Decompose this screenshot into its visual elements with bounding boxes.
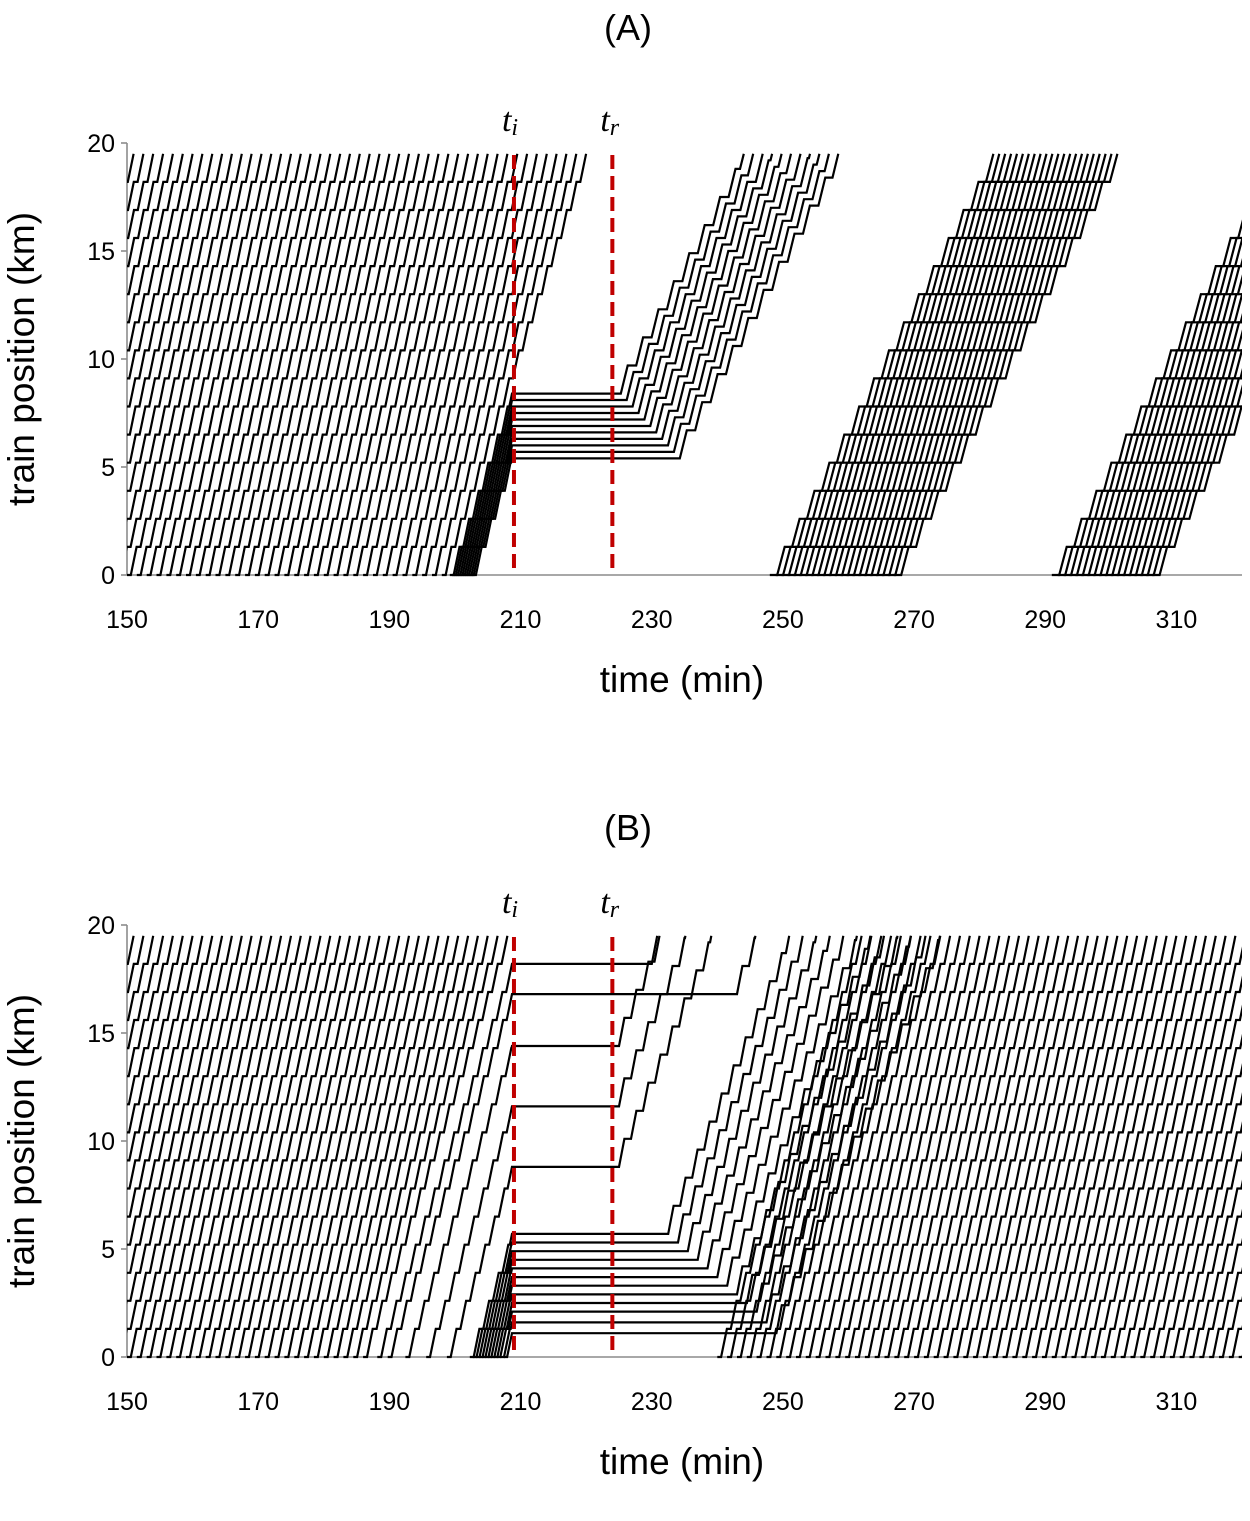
x-tick-label: 230 [631,1388,673,1416]
train-trajectory [432,154,576,575]
y-tick-label: 0 [101,562,115,590]
chart-svg-b: (B) 0 5 10 15 20 150 170 190 210 230 250 270 290 310 ti… [0,781,1250,1489]
stopped-train-trajectory [457,154,773,575]
chart-panel-b: (B) 0 5 10 15 20 150 170 190 210 230 250 270 290 310 ti… [0,781,1250,1521]
y-tick-label: 15 [87,238,115,266]
y-tick-label: 5 [101,1236,115,1264]
x-tick-label: 170 [237,606,279,634]
train-trajectory [1111,936,1250,1357]
event-marker-label: ti [502,102,518,141]
y-tick-label: 15 [87,1020,115,1048]
platoon-train-trajectory [770,154,994,575]
x-tick-label: 170 [237,1388,279,1416]
x-tick-label: 290 [1024,606,1066,634]
x-tick-label: 310 [1156,606,1198,634]
panel-label: (A) [604,7,652,48]
y-tick-label: 0 [101,1344,115,1372]
y-axis-title: train position (km) [1,994,42,1288]
event-marker-label: tr [600,884,619,923]
trajectories [0,936,1250,1357]
chart-panel-a: (A) 0 5 10 15 20 150 170 190 210 230 250 270 290 310 ti… [0,0,1250,740]
train-trajectory [1190,936,1250,1357]
x-tick-label: 210 [500,606,542,634]
train-trajectory [363,936,507,1357]
x-axis-title: time (min) [600,1441,764,1482]
train-trajectory [442,154,586,575]
x-tick-label: 250 [762,606,804,634]
train-trajectory [343,936,487,1357]
event-marker-label: tr [600,102,619,141]
chart-svg-a: (A) 0 5 10 15 20 150 170 190 210 230 250 270 290 310 ti… [0,0,1250,740]
y-tick-label: 5 [101,454,115,482]
train-trajectory [1170,936,1250,1357]
train-trajectory [1239,936,1250,1357]
panel-label: (B) [604,807,652,848]
y-tick-label: 20 [87,912,115,940]
train-trajectory [353,936,497,1357]
trajectories [0,154,1250,575]
train-trajectory [1131,936,1250,1357]
x-tick-label: 290 [1024,1388,1066,1416]
x-tick-label: 270 [893,1388,935,1416]
x-tick-label: 270 [893,606,935,634]
x-tick-label: 190 [368,1388,410,1416]
train-trajectory [324,936,468,1357]
event-marker-label: ti [502,884,518,923]
x-tick-label: 230 [631,606,673,634]
train-trajectory [334,936,478,1357]
x-axis-title: time (min) [600,659,764,700]
x-tick-label: 190 [368,606,410,634]
platoon-train-trajectory [1081,154,1250,575]
y-tick-label: 10 [87,346,115,374]
train-trajectory [1229,936,1250,1357]
y-axis-title: train position (km) [1,212,42,506]
platoon-train-trajectory [1117,154,1250,575]
x-tick-label: 150 [106,606,148,634]
stopped-train-trajectory [454,154,762,575]
y-tick-label: 10 [87,1128,115,1156]
x-tick-label: 210 [500,1388,542,1416]
x-tick-label: 310 [1156,1388,1198,1416]
x-tick-label: 150 [106,1388,148,1416]
x-tick-label: 250 [762,1388,804,1416]
y-tick-label: 20 [87,130,115,158]
